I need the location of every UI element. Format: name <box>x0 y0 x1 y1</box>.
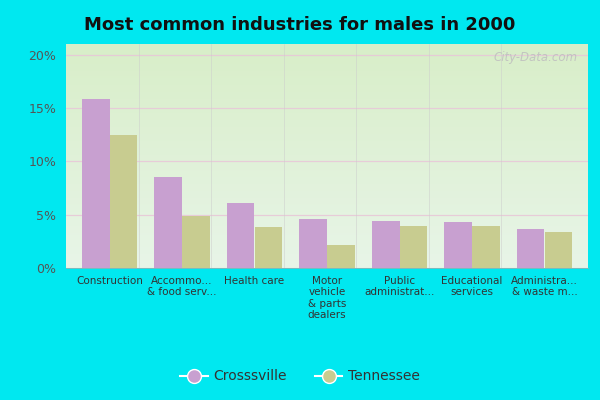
Bar <box>82 100 110 268</box>
Bar <box>110 135 137 268</box>
Bar <box>154 177 182 268</box>
Bar <box>517 228 544 268</box>
Text: Most common industries for males in 2000: Most common industries for males in 2000 <box>85 16 515 34</box>
Bar <box>372 221 400 268</box>
Bar <box>472 226 500 268</box>
Bar <box>327 244 355 268</box>
Bar <box>299 219 327 268</box>
Bar <box>545 232 572 268</box>
Bar <box>445 222 472 268</box>
Bar <box>254 228 282 268</box>
Bar <box>227 203 254 268</box>
Bar <box>400 226 427 268</box>
Text: City-Data.com: City-Data.com <box>493 51 578 64</box>
Legend: Crosssville, Tennessee: Crosssville, Tennessee <box>175 364 425 389</box>
Bar <box>182 216 209 268</box>
